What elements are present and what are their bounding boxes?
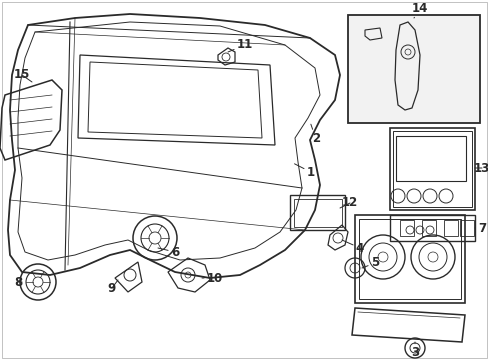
Bar xyxy=(347,15,479,123)
Text: 15: 15 xyxy=(14,68,32,82)
Text: 2: 2 xyxy=(310,124,319,145)
Bar xyxy=(358,219,460,299)
Text: 11: 11 xyxy=(227,39,253,52)
Text: 4: 4 xyxy=(341,240,364,255)
Bar xyxy=(459,220,473,236)
Bar xyxy=(289,195,345,230)
Text: 8: 8 xyxy=(14,275,22,288)
Text: 5: 5 xyxy=(361,256,378,270)
Bar xyxy=(443,220,457,236)
Bar xyxy=(389,215,474,241)
Text: 10: 10 xyxy=(202,271,223,284)
Bar xyxy=(395,136,465,181)
Bar xyxy=(392,131,471,207)
Text: 7: 7 xyxy=(474,221,485,234)
Bar xyxy=(421,220,435,236)
Bar xyxy=(293,199,341,227)
Text: 13: 13 xyxy=(473,162,488,175)
Text: 6: 6 xyxy=(158,246,179,258)
Bar xyxy=(399,220,413,236)
Text: 14: 14 xyxy=(411,1,427,18)
Text: 3: 3 xyxy=(410,342,418,360)
Bar xyxy=(354,215,464,303)
Text: 9: 9 xyxy=(108,280,118,294)
Text: 12: 12 xyxy=(339,197,357,210)
Text: 1: 1 xyxy=(294,164,314,179)
Bar xyxy=(389,128,474,210)
